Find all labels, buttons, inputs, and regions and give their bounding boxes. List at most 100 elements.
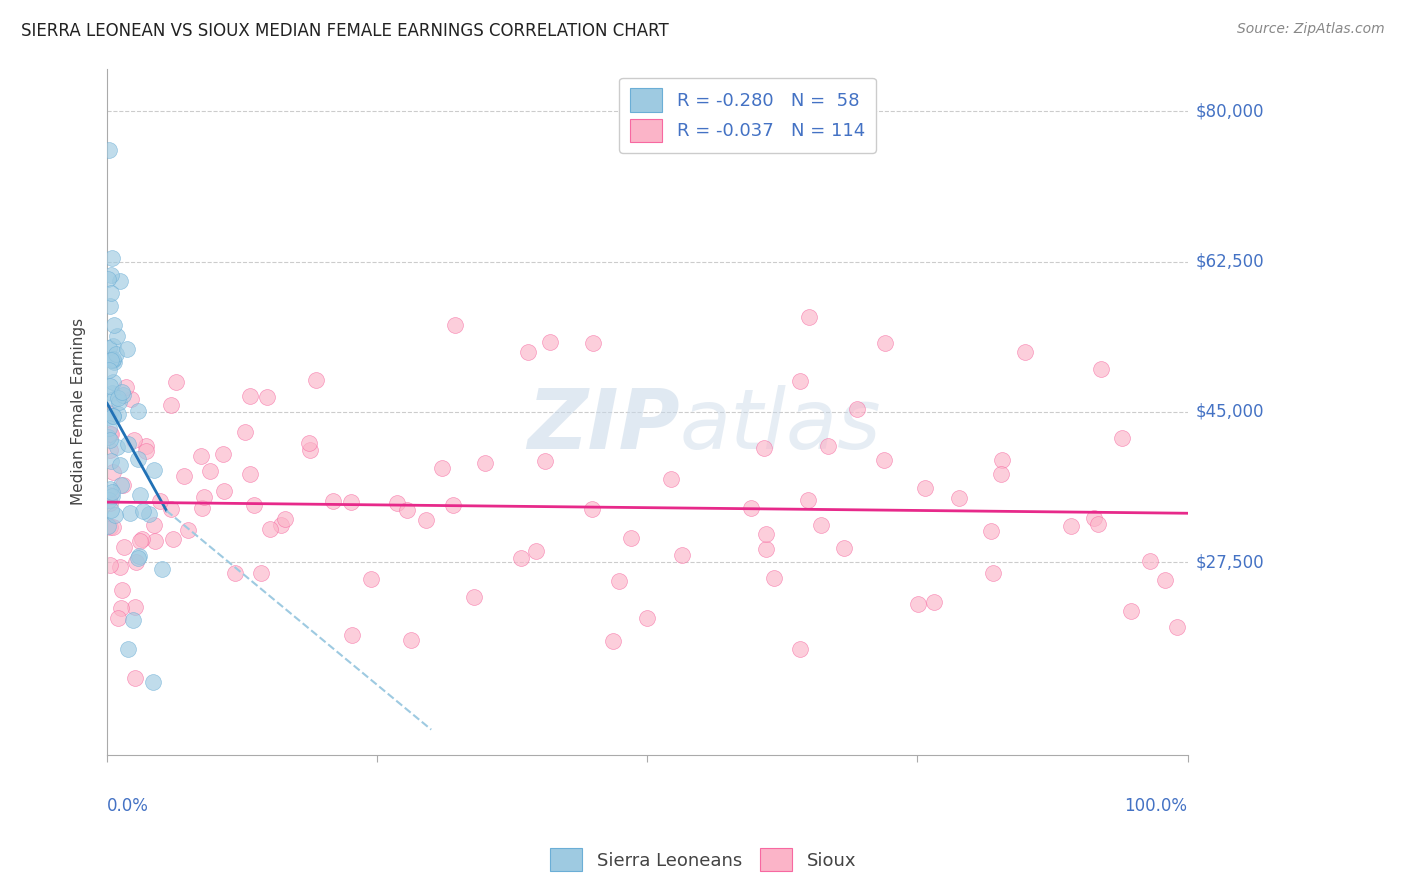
Point — [619, 531, 641, 545]
Point — [1121, 603, 1143, 617]
Point — [1083, 511, 1105, 525]
Point — [1166, 619, 1188, 633]
Point — [150, 562, 173, 576]
Point — [444, 318, 467, 332]
Point — [463, 591, 485, 605]
Point — [298, 436, 321, 450]
Point — [103, 392, 125, 406]
Point — [299, 443, 322, 458]
Point — [98, 492, 121, 507]
Point — [129, 534, 152, 549]
Point — [120, 392, 142, 407]
Point — [243, 498, 266, 512]
Point — [796, 493, 818, 508]
Point — [799, 310, 821, 325]
Point — [922, 595, 945, 609]
Text: SIERRA LEONEAN VS SIOUX MEDIAN FEMALE EARNINGS CORRELATION CHART: SIERRA LEONEAN VS SIOUX MEDIAN FEMALE EA… — [21, 22, 669, 40]
Point — [101, 252, 124, 266]
Point — [401, 633, 423, 648]
Point — [907, 597, 929, 611]
Point — [115, 342, 138, 356]
Point — [441, 498, 464, 512]
Point — [510, 550, 533, 565]
Point — [991, 453, 1014, 467]
Point — [581, 501, 603, 516]
Point — [340, 495, 363, 509]
Point — [101, 409, 124, 424]
Point — [128, 549, 150, 563]
Point — [108, 394, 131, 409]
Point — [948, 491, 970, 505]
Text: $45,000: $45,000 — [1197, 403, 1264, 421]
Point — [98, 443, 121, 458]
Point — [142, 518, 165, 533]
Point — [105, 328, 128, 343]
Point — [112, 540, 135, 554]
Point — [100, 453, 122, 467]
Point — [1060, 519, 1083, 533]
Point — [98, 520, 121, 534]
Point — [103, 465, 125, 479]
Point — [810, 518, 832, 533]
Point — [387, 496, 409, 510]
Text: 100.0%: 100.0% — [1125, 797, 1188, 814]
Point — [114, 380, 136, 394]
Point — [415, 513, 437, 527]
Text: 0.0%: 0.0% — [107, 797, 149, 814]
Point — [198, 464, 221, 478]
Point — [105, 347, 128, 361]
Point — [582, 336, 605, 351]
Point — [239, 467, 262, 482]
Point — [98, 434, 121, 448]
Point — [101, 352, 124, 367]
Point — [138, 508, 160, 522]
Point — [124, 555, 146, 569]
Point — [474, 457, 496, 471]
Point — [360, 572, 382, 586]
Point — [239, 389, 262, 403]
Point — [165, 375, 187, 389]
Point — [111, 387, 134, 401]
Point — [274, 512, 297, 526]
Text: $62,500: $62,500 — [1197, 252, 1264, 270]
Point — [100, 503, 122, 517]
Point — [111, 384, 134, 399]
Point — [162, 768, 184, 782]
Point — [873, 336, 896, 351]
Point — [1087, 517, 1109, 532]
Point — [430, 461, 453, 475]
Point — [755, 526, 778, 541]
Point — [193, 490, 215, 504]
Point — [159, 398, 181, 412]
Point — [101, 409, 124, 423]
Text: Source: ZipAtlas.com: Source: ZipAtlas.com — [1237, 22, 1385, 37]
Point — [111, 583, 134, 598]
Point — [740, 501, 762, 516]
Point — [98, 558, 121, 573]
Point — [190, 501, 212, 516]
Point — [212, 484, 235, 499]
Point — [149, 494, 172, 508]
Point — [233, 425, 256, 440]
Point — [131, 532, 153, 546]
Point — [107, 391, 129, 405]
Point — [110, 601, 132, 615]
Point — [914, 481, 936, 495]
Point — [305, 373, 328, 387]
Point — [763, 571, 786, 585]
Point — [602, 634, 624, 648]
Point — [110, 478, 132, 492]
Point — [817, 439, 839, 453]
Point — [173, 468, 195, 483]
Point — [107, 611, 129, 625]
Point — [135, 439, 157, 453]
Point — [107, 407, 129, 421]
Point — [1154, 573, 1177, 587]
Point — [873, 452, 896, 467]
Point — [1139, 554, 1161, 568]
Point — [322, 493, 344, 508]
Point — [980, 524, 1002, 538]
Point — [98, 426, 121, 441]
Point — [142, 463, 165, 477]
Point — [127, 451, 149, 466]
